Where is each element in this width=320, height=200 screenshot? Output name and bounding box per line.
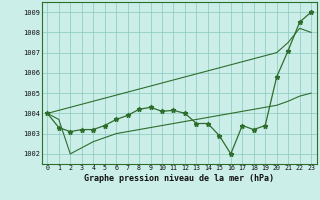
X-axis label: Graphe pression niveau de la mer (hPa): Graphe pression niveau de la mer (hPa) <box>84 174 274 183</box>
